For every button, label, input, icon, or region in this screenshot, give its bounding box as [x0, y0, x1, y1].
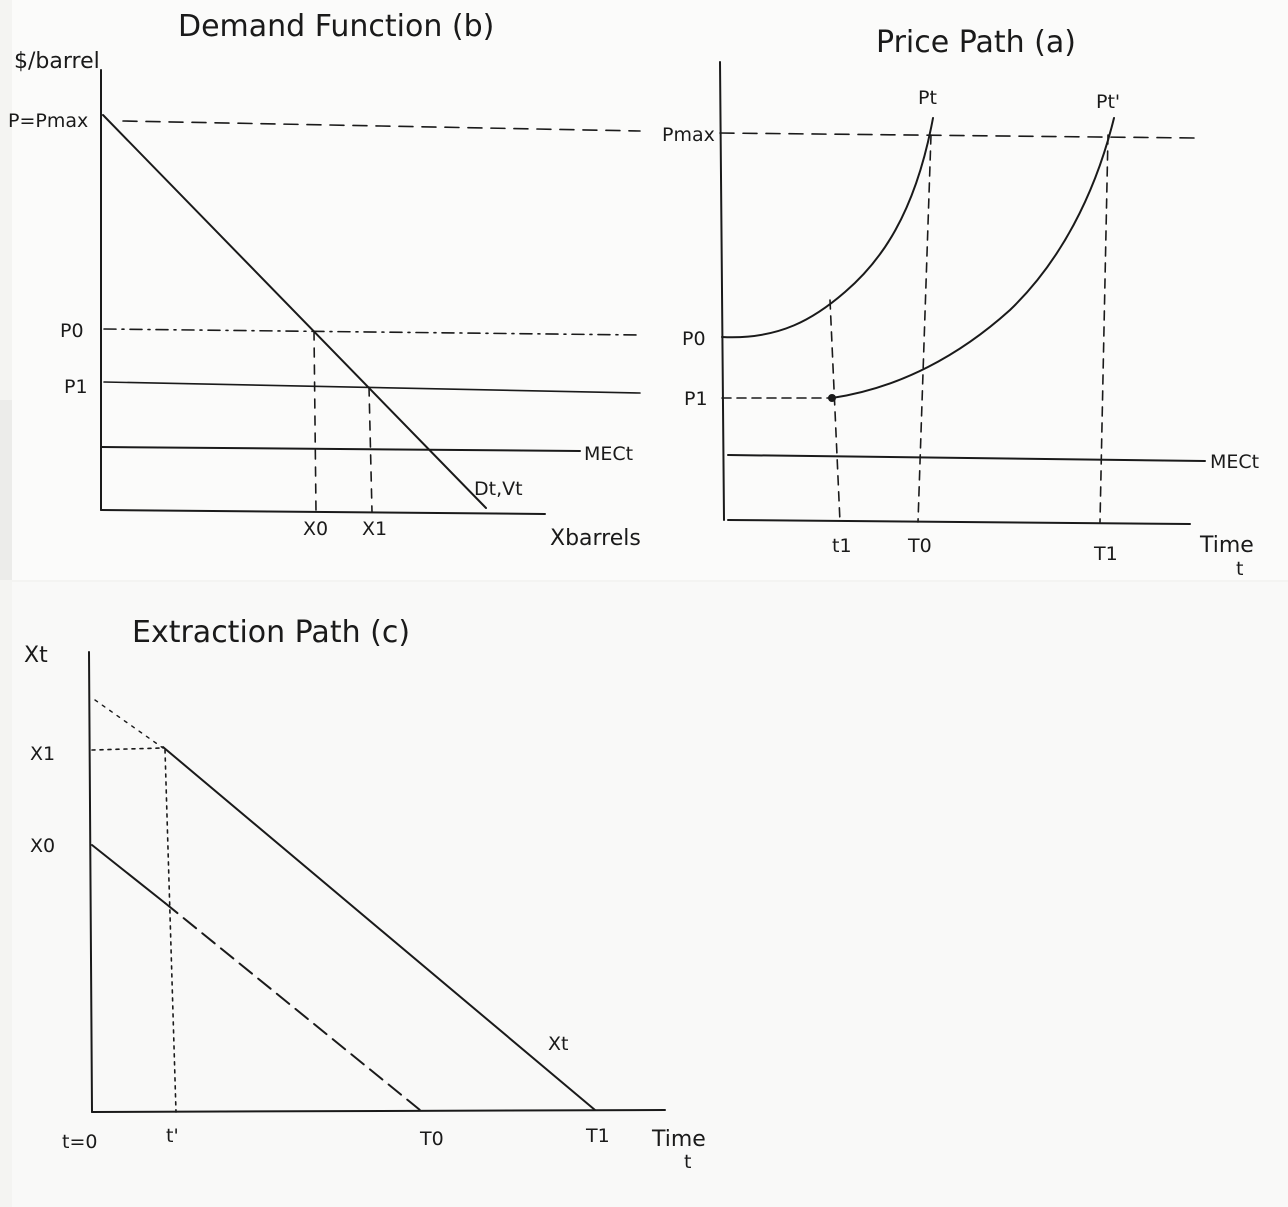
price-pmax-dashed	[719, 132, 1196, 139]
extraction-y-axis-label: Xt	[24, 643, 48, 668]
demand-x0-dashed	[313, 330, 317, 513]
demand-mec-line	[100, 446, 581, 452]
extraction-y-axis	[88, 651, 93, 1113]
demand-x1-label: X1	[362, 518, 387, 540]
extraction-x0-label: X0	[30, 835, 55, 857]
paper-sheet-bottom	[12, 582, 1288, 1207]
demand-p1-line	[103, 381, 641, 394]
price-path-panel	[719, 61, 1206, 525]
extraction-xt-label: Xt	[548, 1033, 568, 1055]
demand-x1-dashed	[368, 386, 373, 513]
demand-mec-label: MECt	[584, 443, 633, 465]
extraction-xt-path	[162, 746, 596, 1111]
demand-x-axis-label: Xbarrels	[550, 526, 641, 551]
paper-sheet-top	[12, 0, 1288, 580]
price-T1-dashed	[1099, 134, 1109, 523]
price-t0-label: T0	[907, 535, 932, 557]
paper-edge-shadow	[0, 400, 12, 580]
demand-panel	[100, 69, 641, 515]
extraction-x1-dotted	[91, 747, 163, 751]
extraction-T0-label: T0	[419, 1128, 444, 1150]
price-T1-label: T1	[1093, 543, 1118, 565]
demand-p0-dashed	[103, 328, 641, 336]
price-x-axis-sub: t	[1236, 558, 1243, 580]
demand-x0-label: X0	[303, 518, 328, 540]
extraction-x-axis-sub: t	[684, 1151, 691, 1173]
extraction-t-prime-dotted	[164, 749, 177, 1113]
price-pt-prime-label: Pt'	[1096, 91, 1120, 113]
price-path-pt-curve	[721, 117, 934, 339]
price-t1-dashed	[829, 299, 841, 523]
price-x-axis	[727, 519, 1191, 525]
price-p0-label: P0	[682, 328, 706, 350]
extraction-x0-segment	[91, 844, 166, 904]
extraction-x-axis-label: Time	[651, 1127, 706, 1152]
price-path-title: Price Path (a)	[876, 25, 1076, 60]
price-p1-point	[828, 394, 836, 402]
demand-p1-label: P1	[64, 376, 88, 398]
price-mec-line	[727, 454, 1206, 462]
price-x-axis-label: Time	[1199, 533, 1254, 558]
demand-x-axis	[100, 509, 546, 515]
price-mec-label: MECt	[1210, 451, 1259, 473]
price-p1-label: P1	[684, 388, 708, 410]
demand-pmax-dashed	[122, 120, 641, 132]
demand-curve-label: Dt,Vt	[474, 478, 523, 500]
price-t1-label: t1	[832, 535, 852, 557]
extraction-t0-origin-label: t=0	[62, 1131, 97, 1153]
extraction-T1-label: T1	[585, 1125, 610, 1147]
price-y-axis	[719, 61, 725, 521]
extraction-x-axis	[91, 1109, 666, 1113]
extraction-x1-label: X1	[30, 743, 55, 765]
extraction-dotted-extension	[94, 699, 164, 749]
demand-pmax-label: P=Pmax	[8, 110, 88, 132]
demand-y-axis-label: $/barrel	[14, 49, 100, 74]
price-t0-dashed	[917, 134, 932, 523]
demand-p0-label: P0	[60, 320, 84, 342]
extraction-x0-dashed-path	[164, 902, 421, 1111]
price-pt-label: Pt	[918, 87, 937, 109]
demand-curve	[102, 114, 487, 509]
demand-title: Demand Function (b)	[178, 9, 494, 44]
price-path-pt-prime-curve	[831, 117, 1115, 399]
extraction-t-prime-label: t'	[166, 1125, 179, 1147]
extraction-panel	[88, 651, 666, 1113]
price-pmax-label: Pmax	[662, 124, 715, 146]
extraction-title: Extraction Path (c)	[132, 615, 410, 650]
